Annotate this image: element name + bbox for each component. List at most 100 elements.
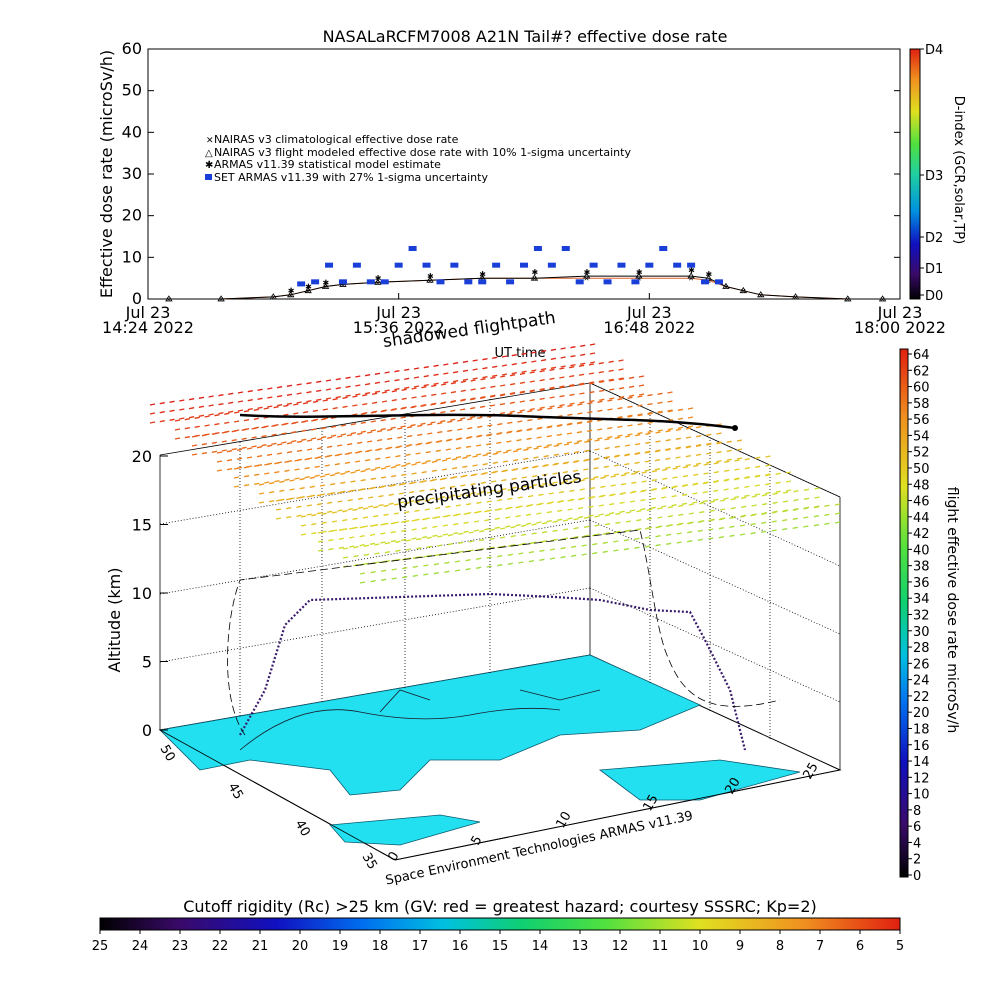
particle-mark — [311, 531, 317, 535]
particle-mark — [421, 385, 427, 389]
particle-mark — [677, 426, 684, 430]
particle-mark — [263, 407, 269, 410]
particle-mark — [364, 391, 371, 395]
particle-mark — [383, 504, 389, 508]
particle-mark — [226, 449, 233, 453]
particle-mark — [593, 475, 599, 479]
particle-mark — [301, 429, 307, 433]
particle-mark — [321, 521, 327, 525]
particle-mark — [482, 375, 488, 379]
particle-mark — [594, 524, 600, 527]
particle-mark — [388, 493, 394, 497]
particle-mark — [391, 389, 397, 393]
rc-tick-label: 5 — [896, 939, 904, 954]
particle-mark — [531, 351, 537, 354]
particle-mark — [432, 525, 438, 529]
set-armas-point — [617, 262, 626, 268]
particle-mark — [409, 481, 415, 485]
particle-mark — [275, 517, 282, 520]
particle-mark — [368, 487, 374, 490]
dose-tick-label: 8 — [913, 804, 921, 819]
particle-mark — [149, 403, 156, 406]
particle-mark — [149, 412, 156, 415]
particle-mark — [479, 396, 486, 400]
particle-mark — [306, 439, 313, 442]
nairas-climatological-point: ✕ — [270, 294, 276, 302]
particle-mark — [179, 417, 185, 420]
particle-mark — [274, 479, 280, 483]
particle-mark — [519, 400, 525, 403]
particle-mark — [754, 475, 760, 478]
particle-mark — [380, 418, 386, 422]
particle-mark — [813, 514, 820, 518]
legend-label: ARMAS v11.39 statistical model estimate — [214, 158, 441, 171]
particle-mark — [462, 465, 468, 469]
particle-mark — [603, 465, 609, 469]
particle-mark — [739, 533, 746, 536]
particle-mark — [457, 419, 463, 422]
set-armas-point — [450, 262, 459, 268]
series-0: ✕✕✕✕✕✕✕✕✕✕✕✕✕✕✕✕✕✕✕✕✕ — [166, 275, 886, 304]
particle-mark — [169, 409, 175, 413]
particle-mark — [243, 474, 250, 478]
dose-tick-label: 52 — [913, 446, 930, 461]
set-armas-point — [714, 279, 723, 285]
particle-mark — [589, 361, 596, 364]
particle-mark — [431, 393, 437, 397]
particle-mark — [407, 425, 413, 429]
lon-tick-label: 20 — [722, 775, 743, 797]
particle-mark — [462, 360, 469, 364]
particle-mark — [644, 451, 650, 454]
particle-mark — [519, 372, 526, 376]
particle-mark — [324, 464, 330, 467]
particle-mark — [201, 433, 208, 437]
particle-mark — [560, 356, 566, 359]
dose-tick-label: 28 — [913, 641, 930, 656]
particle-mark — [687, 416, 694, 419]
particle-mark — [706, 461, 712, 464]
particle-mark — [317, 540, 324, 543]
particle-mark — [247, 407, 253, 411]
particle-mark — [592, 551, 598, 555]
particle-mark — [655, 525, 661, 529]
dose-tick-label: 42 — [913, 527, 930, 542]
particle-mark — [306, 381, 312, 385]
dose-tick-label: 48 — [913, 478, 930, 493]
sea-region — [159, 654, 702, 796]
particle-mark — [619, 501, 625, 505]
particle-mark — [610, 475, 616, 478]
particle-mark — [374, 390, 381, 394]
particle-mark — [549, 557, 556, 560]
particle-mark — [345, 376, 351, 380]
particle-mark — [347, 442, 353, 446]
particle-mark — [529, 398, 535, 402]
z-axis-label: Altitude (km) — [105, 568, 124, 673]
particle-mark — [613, 540, 619, 543]
particle-mark — [261, 443, 267, 447]
particle-mark — [342, 547, 349, 550]
particle-mark — [302, 401, 309, 405]
particle-mark — [194, 425, 200, 429]
particle-mark — [475, 453, 482, 456]
particle-mark — [405, 453, 411, 457]
particle-mark — [536, 521, 542, 524]
particle-mark — [667, 400, 673, 403]
particle-mark — [336, 435, 343, 438]
particle-mark — [427, 423, 433, 426]
particle-mark — [470, 473, 476, 477]
particle-mark — [675, 456, 681, 459]
particle-mark — [651, 469, 658, 473]
particle-mark — [374, 552, 380, 555]
particle-mark — [306, 513, 312, 516]
set-armas-point — [631, 279, 640, 285]
particle-mark — [521, 467, 528, 470]
particle-mark — [378, 485, 384, 489]
particle-mark — [311, 428, 317, 431]
particle-mark — [563, 443, 570, 446]
particle-mark — [365, 449, 371, 453]
particle-mark — [736, 448, 743, 451]
particle-mark — [368, 505, 374, 508]
particle-mark — [354, 469, 361, 472]
particle-mark — [216, 469, 223, 472]
particle-mark — [460, 380, 466, 384]
